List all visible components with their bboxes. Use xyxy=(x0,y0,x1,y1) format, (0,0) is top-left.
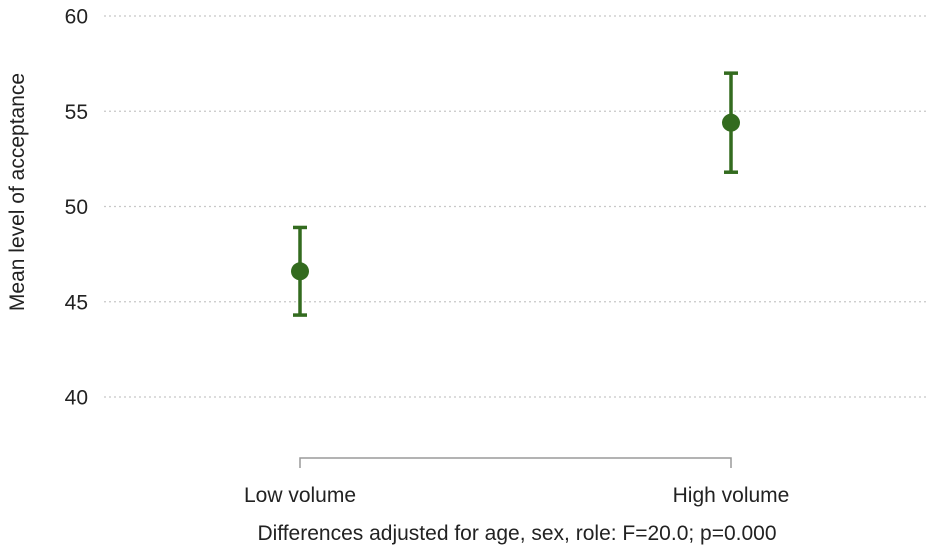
y-tick-label: 55 xyxy=(65,101,88,124)
data-point xyxy=(722,113,740,132)
series-layer xyxy=(291,71,740,317)
x-axis-line xyxy=(299,457,732,468)
y-tick-labels: 40 45 50 55 60 xyxy=(65,6,88,410)
chart-note: Differences adjusted for age, sex, role:… xyxy=(257,522,776,545)
y-tick-label: 60 xyxy=(65,6,88,29)
x-tick-label: Low volume xyxy=(244,484,356,507)
y-tick-label: 50 xyxy=(65,196,88,219)
error-bar-group xyxy=(722,71,740,174)
grid-layer xyxy=(104,15,926,398)
error-bar-group xyxy=(291,225,309,317)
y-tick-label: 45 xyxy=(65,291,88,314)
y-axis-label: Mean level of acceptance xyxy=(6,73,29,311)
x-tick-labels: Low volume High volume xyxy=(244,484,789,507)
data-point xyxy=(291,262,309,281)
x-tick-label: High volume xyxy=(673,484,790,507)
y-tick-label: 40 xyxy=(65,387,88,410)
